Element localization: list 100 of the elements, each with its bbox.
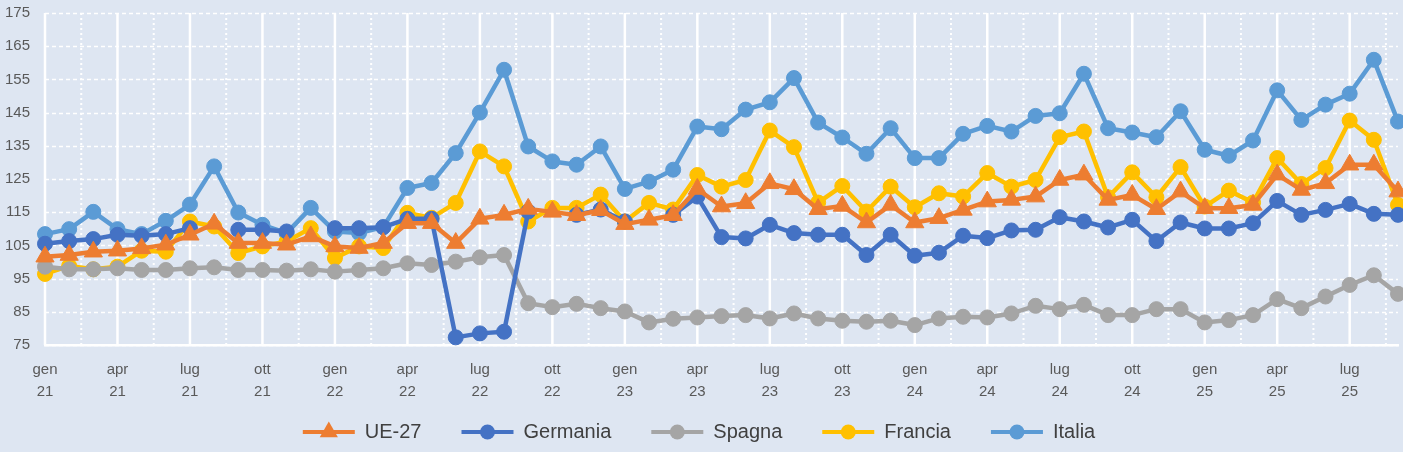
point [955,308,972,325]
point [181,260,198,277]
point [471,104,488,121]
point [592,138,609,155]
point [1293,300,1310,317]
point [471,143,488,160]
point [181,196,198,213]
point [882,178,899,195]
x-tick-label: apr 21 [106,360,129,399]
x-tick-label: gen 22 [322,360,348,399]
x-tick-label: gen 24 [902,360,928,399]
x-tick-label: gen 25 [1192,360,1218,399]
point [665,310,682,327]
point [61,261,78,278]
point [133,261,150,278]
point [109,226,126,243]
point [568,156,585,173]
point [1172,214,1189,231]
point [641,194,658,211]
point [351,261,368,278]
point [737,230,754,247]
legend-label: Italia [1052,419,1097,442]
point [447,253,464,270]
legend-label: Germania [523,419,613,442]
point [979,230,996,247]
point [834,226,851,243]
point [1317,96,1334,113]
point [1124,211,1141,228]
point [447,194,464,211]
y-tick-label: 85 [13,301,30,319]
point [1148,233,1165,250]
point [1317,201,1334,218]
point [1341,112,1358,129]
point [1196,141,1213,158]
point [520,295,537,312]
point [1075,123,1092,140]
y-tick-label: 75 [13,335,30,353]
x-tick-label: lug 25 [1339,360,1360,399]
point [665,161,682,178]
point [1220,147,1237,164]
point [496,61,513,78]
x-tick-label: apr 22 [396,360,419,399]
point [423,174,440,191]
y-tick-label: 165 [4,36,30,54]
point [1269,192,1286,209]
point [592,186,609,203]
point [1172,159,1189,176]
point [1341,276,1358,293]
point [1317,288,1334,305]
point [471,249,488,266]
point [1341,195,1358,212]
point [351,220,368,237]
point [1293,111,1310,128]
point [471,325,488,342]
y-tick-label: 155 [4,69,30,87]
point [616,303,633,320]
legend-label: Francia [884,419,952,442]
point [157,261,174,278]
point [326,263,343,280]
point [496,158,513,175]
x-tick-label: lug 23 [759,360,780,399]
point [737,307,754,324]
point [882,312,899,329]
point [1269,150,1286,167]
point [1100,120,1117,137]
point [737,172,754,188]
point [1124,124,1141,141]
point [785,305,802,322]
point [1051,105,1068,122]
y-tick-label: 115 [6,202,30,220]
x-tick-label: apr 23 [686,360,709,399]
point [85,203,102,220]
point [882,120,899,137]
point [785,139,802,156]
point [713,308,730,325]
point [810,310,827,327]
point [979,165,996,182]
point [1124,164,1141,181]
point [1124,307,1141,324]
point [930,150,947,167]
point [761,94,778,111]
point [785,225,802,242]
x-tick-label: apr 24 [976,360,999,399]
point [1100,219,1117,236]
point [1245,132,1262,149]
point [206,259,223,276]
point [1245,307,1262,324]
point [737,101,754,118]
point [1196,314,1213,331]
point [761,216,778,233]
point [496,247,513,264]
point [1148,129,1165,146]
point [1365,205,1382,222]
x-tick-label: lug 24 [1049,360,1070,399]
point [858,145,875,162]
point [1003,123,1020,140]
point [302,199,319,216]
point [785,70,802,87]
x-tick-label: lug 21 [179,360,200,399]
point [496,323,513,340]
